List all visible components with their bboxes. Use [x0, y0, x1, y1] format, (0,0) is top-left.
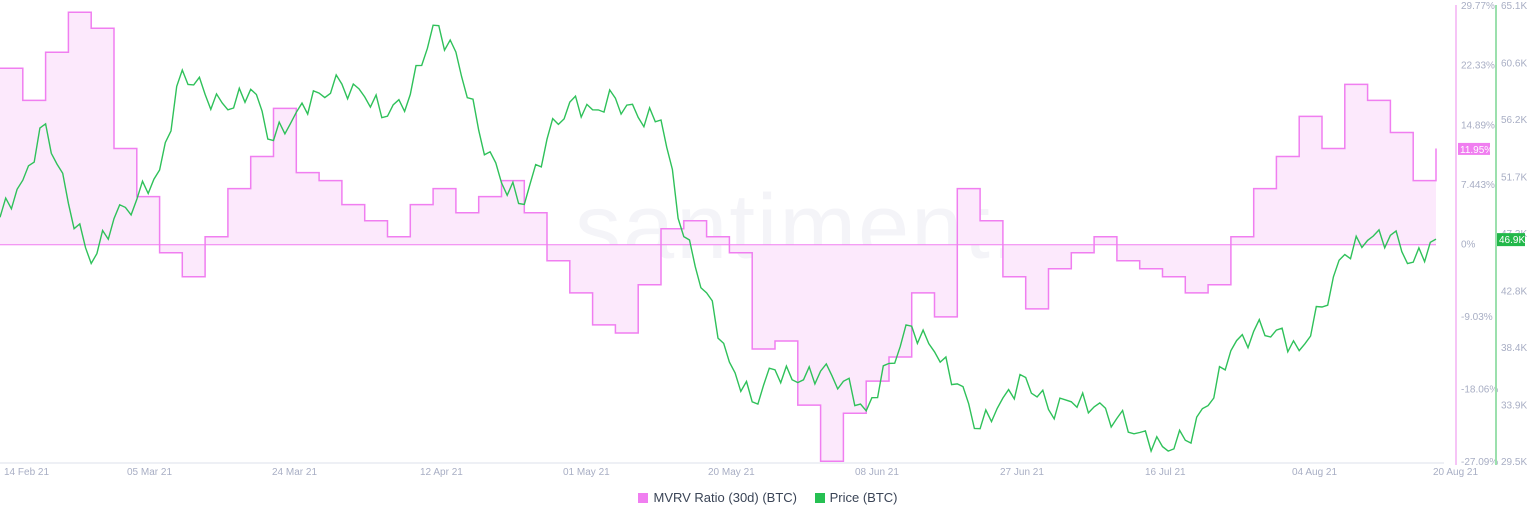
x-tick-label: 05 Mar 21 — [127, 467, 172, 478]
x-tick-label: 16 Jul 21 — [1145, 467, 1186, 478]
mvrv-line — [0, 11, 1437, 463]
x-tick-label: 04 Aug 21 — [1292, 467, 1337, 478]
mvrv-tick-label: 29.77% — [1461, 1, 1495, 12]
mvrv-tick-label: 22.33% — [1461, 61, 1495, 72]
price-line — [0, 24, 1437, 454]
mvrv-tick-label: -18.06% — [1461, 385, 1498, 396]
x-tick-label: 20 Aug 21 — [1433, 467, 1478, 478]
price-tick-label: 51.7K — [1501, 173, 1527, 184]
x-tick-label: 27 Jun 21 — [1000, 467, 1044, 478]
price-tick-label: 65.1K — [1501, 1, 1527, 12]
x-tick-label: 01 May 21 — [563, 467, 610, 478]
price-tick-label: 33.9K — [1501, 401, 1527, 412]
mvrv-current-value: 11.95% — [1460, 145, 1493, 156]
x-tick-label: 14 Feb 21 — [4, 467, 49, 478]
mvrv-tick-label: 7.443% — [1461, 180, 1495, 191]
price-tick-label: 29.5K — [1501, 457, 1527, 468]
x-tick-label: 20 May 21 — [708, 467, 755, 478]
mvrv-tick-label: 14.89% — [1461, 120, 1495, 131]
price-tick-label: 56.2K — [1501, 115, 1527, 126]
price-tick-label: 38.4K — [1501, 343, 1527, 354]
chart-legend: MVRV Ratio (30d) (BTC) Price (BTC) — [0, 490, 1536, 506]
price-current-value: 46.9K — [1499, 235, 1525, 246]
mvrv-current-badge — [1458, 142, 1490, 155]
x-tick-label: 08 Jun 21 — [855, 467, 899, 478]
price-tick-label: 42.8K — [1501, 287, 1527, 298]
legend-label-mvrv: MVRV Ratio (30d) (BTC) — [653, 490, 797, 505]
price-current-badge — [1497, 233, 1525, 247]
legend-swatch-price — [814, 492, 825, 503]
x-tick-label: 12 Apr 21 — [420, 467, 463, 478]
price-tick-label: 60.6K — [1501, 59, 1527, 70]
legend-swatch-mvrv — [638, 492, 649, 503]
mvrv-tick-label: 0% — [1461, 240, 1476, 251]
mvrv-tick-label: -9.03% — [1461, 312, 1493, 323]
legend-label-price: Price (BTC) — [829, 490, 898, 505]
x-tick-label: 24 Mar 21 — [272, 467, 317, 478]
legend-item-price[interactable]: Price (BTC) — [814, 490, 898, 505]
mvrv-tick-label: -27.09% — [1461, 457, 1498, 468]
legend-item-mvrv[interactable]: MVRV Ratio (30d) (BTC) — [638, 490, 797, 505]
